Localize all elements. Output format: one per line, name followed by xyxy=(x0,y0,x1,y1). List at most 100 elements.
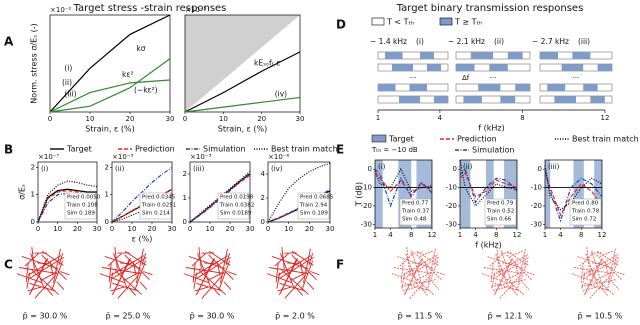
lattice-strut xyxy=(191,253,206,267)
plot-frame xyxy=(184,14,301,113)
lattice-strut xyxy=(107,253,122,267)
metric-text: Sim 0.214 xyxy=(142,211,170,217)
ellipsis: ... xyxy=(573,72,580,80)
y-tick-label: 1 xyxy=(105,191,109,199)
y-tick-label: -30 xyxy=(361,220,372,228)
annotation: (iv) xyxy=(275,90,287,99)
lattice-strut xyxy=(399,253,414,267)
y-tick-label: 0 xyxy=(261,218,265,226)
lattice-strut xyxy=(433,253,439,266)
lattice-strut xyxy=(192,262,196,283)
legend-label: Prediction xyxy=(457,135,497,144)
x-tick-label: 0 xyxy=(48,115,52,123)
lattice-strut xyxy=(284,274,306,299)
lattice-strut xyxy=(99,273,126,284)
lattice-strut xyxy=(573,267,614,274)
y-multiplier: ×10⁻⁵ xyxy=(185,6,206,14)
lattice-strut xyxy=(583,256,619,280)
lattice-strut xyxy=(28,256,64,280)
y-tick-label: 0 xyxy=(538,165,542,173)
lattice-strut xyxy=(31,270,59,295)
plot-frame xyxy=(459,159,518,229)
lattice-strut xyxy=(299,260,304,276)
pattern-cell xyxy=(470,52,493,59)
x-axis-label: Strain, ε (%) xyxy=(85,125,135,134)
metrics-box xyxy=(484,198,517,226)
density-label: p̄ = 30.0 % xyxy=(23,312,68,321)
x-tick-label: 1 xyxy=(373,231,377,239)
x-tick-label: 20 xyxy=(126,115,135,123)
density-label: p̄ = 11.5 % xyxy=(398,312,443,321)
lattice-strut xyxy=(525,271,535,276)
plot-frame xyxy=(49,14,171,113)
y-multiplier: ×10⁻³ xyxy=(112,153,133,161)
panel-letter: B xyxy=(4,143,13,157)
lattice-strut xyxy=(302,248,311,284)
legend-label: T ≥ Tₜₕ xyxy=(454,18,482,27)
metric-text: Train 0.108 xyxy=(66,203,98,209)
metrics-box xyxy=(139,192,172,220)
lattice-strut xyxy=(24,253,39,267)
x-tick-label: 10 xyxy=(53,225,62,233)
series-line xyxy=(111,166,173,223)
pattern-row xyxy=(455,95,531,104)
x-tick-label: 1 xyxy=(458,231,462,239)
lattice-strut xyxy=(583,258,604,296)
lattice-strut xyxy=(403,258,424,296)
lattice-strut xyxy=(193,272,198,289)
metrics-box xyxy=(399,198,432,226)
x-tick-label: 12 xyxy=(598,231,607,239)
lattice-strut xyxy=(227,271,237,276)
lattice-strut xyxy=(279,282,306,292)
metrics-box xyxy=(217,192,250,220)
lattice-strut xyxy=(223,281,232,290)
y-tick-label: 2 xyxy=(31,163,35,171)
lattice-strut xyxy=(306,281,315,290)
lattice-strut xyxy=(604,260,609,276)
x-tick-label: 8 xyxy=(520,114,524,122)
lattice-strut xyxy=(489,253,504,267)
legend-label: Best train match xyxy=(271,145,338,154)
lattice-strut xyxy=(483,267,524,274)
lattice-strut xyxy=(607,248,616,284)
panel-letter: A xyxy=(4,35,14,49)
x-tick-label: 30 xyxy=(326,225,335,233)
series-line xyxy=(374,168,433,208)
panel-letter: D xyxy=(336,18,346,32)
lattice-strut xyxy=(21,256,59,270)
plot-frame xyxy=(374,159,433,229)
target-band xyxy=(460,160,471,228)
metric-text: Pred 0.79 xyxy=(487,201,514,207)
lattice-strut xyxy=(599,250,613,258)
lattice-strut xyxy=(281,270,309,295)
lattice-strut xyxy=(571,273,598,284)
y-tick-label: -20 xyxy=(446,202,457,210)
x-tick-label: 20 xyxy=(148,225,157,233)
y-axis-label: T (dB) xyxy=(355,182,364,207)
annotation: (i) xyxy=(64,63,72,72)
lattice-strut xyxy=(420,286,428,296)
lattice-strut xyxy=(582,286,597,292)
x-tick-label: 4 xyxy=(388,231,393,239)
lattice-strut xyxy=(276,272,281,289)
x-tick-label: 20 xyxy=(257,115,266,123)
lattice-strut xyxy=(481,273,508,284)
lattice-strut xyxy=(308,253,314,266)
lattice-strut xyxy=(490,262,494,283)
frequency-label: ~ 1.4 kHz xyxy=(370,37,407,46)
legend-label: Tₜₕ = −10 dB xyxy=(371,146,418,154)
lattice-strut xyxy=(493,256,529,280)
lattice-strut xyxy=(139,281,148,290)
legend-swatch xyxy=(439,17,453,26)
row-label: (iii) xyxy=(578,37,590,46)
y-tick-label: -10 xyxy=(531,184,542,192)
pattern-cell xyxy=(590,96,605,103)
pattern-cell xyxy=(409,84,427,91)
lattice-strut xyxy=(271,256,309,270)
pattern-cell xyxy=(456,64,475,71)
y-tick-label: -30 xyxy=(531,220,542,228)
lattice-strut xyxy=(581,272,586,289)
lattice-strut xyxy=(287,262,299,265)
x-tick-label: 0 xyxy=(266,225,270,233)
